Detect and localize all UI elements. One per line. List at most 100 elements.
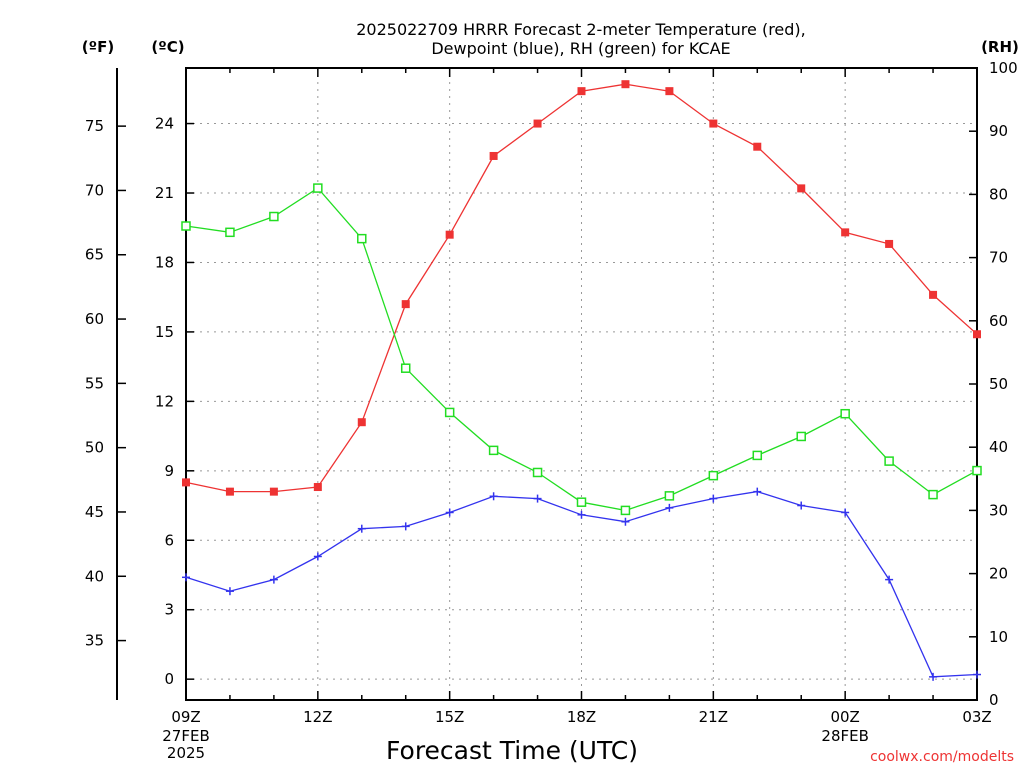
x-date-label: 2025 <box>167 744 205 762</box>
dewpoint-point <box>885 575 894 584</box>
dewpoint-point <box>973 670 981 679</box>
celsius-tick-label: 3 <box>164 601 174 619</box>
temperature-point <box>797 184 806 193</box>
fahrenheit-tick-label: 70 <box>85 181 104 199</box>
x-tick-label: 15Z <box>435 708 464 726</box>
temperature-point <box>357 418 366 427</box>
fahrenheit-tick-label: 65 <box>85 246 104 264</box>
dewpoint-point <box>577 510 586 519</box>
rh-point <box>928 489 938 500</box>
dewpoint-point <box>269 575 278 584</box>
rh-point <box>708 470 719 481</box>
rh-point <box>752 450 763 461</box>
dewpoint-point <box>445 508 454 517</box>
rh-point <box>884 456 894 466</box>
dewpoint-point <box>357 524 366 533</box>
credit-text[interactable]: coolwx.com/modelts <box>870 749 1014 765</box>
rh-point <box>620 505 631 516</box>
rh-tick-label: 70 <box>989 249 1008 267</box>
celsius-tick-label: 18 <box>155 253 174 271</box>
dewpoint-point <box>841 508 850 517</box>
dewpoint-point <box>709 494 718 503</box>
dewpoint-point <box>225 587 234 596</box>
temperature-point <box>533 119 542 128</box>
dewpoint-point <box>797 501 806 510</box>
x-tick-label: 00Z <box>830 708 859 726</box>
temperature-point <box>489 151 498 160</box>
fahrenheit-tick-label: 40 <box>85 567 104 585</box>
temperature-point <box>445 230 454 239</box>
celsius-tick-label: 9 <box>164 462 174 480</box>
temperature-point <box>973 330 981 339</box>
rh-tick-label: 90 <box>989 122 1008 140</box>
rh-tick-label: 50 <box>989 375 1008 393</box>
rh-point <box>313 183 323 193</box>
rh-tick-label: 100 <box>989 59 1018 77</box>
temperature-point <box>621 80 630 89</box>
rh-point <box>972 465 982 476</box>
rh-point <box>225 227 235 238</box>
dewpoint-point <box>489 492 498 501</box>
x-tick-label: 12Z <box>303 708 332 726</box>
rh-tick-label: 10 <box>989 628 1008 646</box>
x-tick-label: 18Z <box>567 708 596 726</box>
temperature-point <box>401 300 410 309</box>
fahrenheit-tick-label: 50 <box>85 439 104 457</box>
celsius-tick-label: 6 <box>164 531 174 549</box>
rh-tick-label: 80 <box>989 185 1008 203</box>
celsius-tick-label: 15 <box>155 323 174 341</box>
temperature-point <box>665 87 674 96</box>
rh-point <box>796 431 806 442</box>
x-tick-label: 03Z <box>962 708 991 726</box>
rh-point <box>840 408 850 419</box>
dewpoint-point <box>929 672 938 681</box>
gridlines <box>186 68 977 700</box>
dewpoint-point <box>182 573 190 582</box>
dewpoint-point <box>401 522 410 531</box>
celsius-tick-label: 0 <box>164 670 174 688</box>
celsius-tick-label: 12 <box>155 392 174 410</box>
dewpoint-point <box>753 487 762 496</box>
temperature-point <box>225 487 234 496</box>
temperature-point <box>709 119 718 128</box>
title-line-2: Dewpoint (blue), RH (green) for KCAE <box>431 39 730 58</box>
series-layer <box>181 80 982 681</box>
rh-point <box>357 233 367 244</box>
fahrenheit-unit-label: (ºF) <box>82 38 114 56</box>
rh-axis: 0 10 20 30 40 50 60 70 80 90 100 <box>969 59 1018 709</box>
x-date-label: 28FEB <box>821 727 868 745</box>
temperature-point <box>182 478 190 487</box>
rh-tick-label: 60 <box>989 312 1008 330</box>
fahrenheit-tick-label: 45 <box>85 503 104 521</box>
fahrenheit-tick-label: 60 <box>85 310 104 328</box>
rh-point <box>488 445 499 456</box>
rh-point <box>664 491 675 501</box>
title: 2025022709 HRRR Forecast 2-meter Tempera… <box>356 20 806 58</box>
temperature-point <box>929 290 938 299</box>
fahrenheit-tick-label: 55 <box>85 374 104 392</box>
temperature-point <box>885 239 894 248</box>
temperature-point <box>577 87 586 96</box>
fahrenheit-axis: 35 40 45 50 55 60 65 70 75 <box>85 117 126 650</box>
rh-tick-label: 0 <box>989 691 999 709</box>
rh-point <box>400 363 411 373</box>
rh-unit-label: (RH) <box>981 38 1019 56</box>
rh-tick-label: 40 <box>989 438 1008 456</box>
celsius-axis: 0 3 6 9 12 15 18 21 24 <box>155 115 194 688</box>
dewpoint-point <box>665 503 674 512</box>
x-axis-title: Forecast Time (UTC) <box>386 736 638 765</box>
fahrenheit-tick-label: 35 <box>85 632 104 650</box>
fahrenheit-tick-label: 75 <box>85 117 104 135</box>
x-tick-label: 09Z <box>171 708 200 726</box>
rh-tick-label: 20 <box>989 565 1008 583</box>
celsius-tick-label: 24 <box>155 115 174 133</box>
temperature-point <box>753 142 762 151</box>
celsius-tick-label: 21 <box>155 184 174 202</box>
rh-tick-label: 30 <box>989 501 1008 519</box>
temperature-point <box>269 487 278 496</box>
dewpoint-point <box>533 494 542 503</box>
title-line-1: 2025022709 HRRR Forecast 2-meter Tempera… <box>356 20 806 39</box>
rh-point <box>269 211 279 222</box>
